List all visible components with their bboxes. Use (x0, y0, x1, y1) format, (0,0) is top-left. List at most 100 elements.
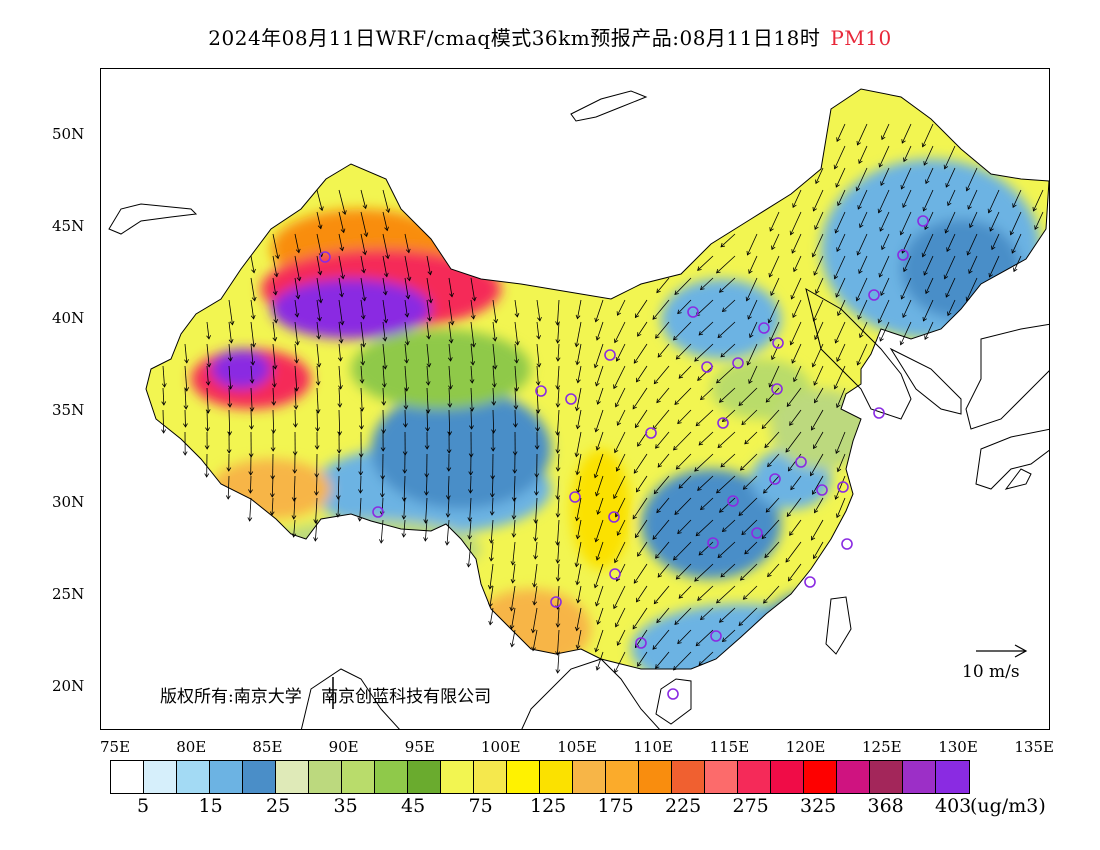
station-marker (701, 361, 713, 373)
wind-arrow (576, 343, 582, 365)
wind-arrow (637, 541, 648, 557)
wind-arrow (632, 497, 648, 520)
wind-arrowhead (594, 427, 599, 433)
wind-arrow (250, 277, 256, 301)
wind-arrowhead (814, 398, 819, 404)
wind-arrowhead (653, 599, 659, 605)
wind-arrow (470, 409, 472, 430)
wind-arrow (761, 519, 780, 539)
wind-arrowhead (533, 555, 538, 560)
wind-arrowhead (657, 573, 663, 578)
wind-arrow (697, 365, 714, 381)
wind-arrowhead (359, 379, 365, 384)
wind-arrow (613, 365, 626, 389)
wind-arrow (404, 255, 410, 281)
wind-arrowhead (698, 331, 704, 336)
wind-arrow (468, 541, 472, 567)
wind-arrowhead (593, 473, 599, 479)
colorbar-swatch (606, 761, 639, 793)
wind-arrow (576, 607, 582, 631)
wind-arrowhead (969, 223, 974, 229)
wind-arrowhead (767, 462, 772, 468)
wind-arrow (426, 299, 431, 321)
wind-arrowhead (337, 403, 343, 408)
wind-arrow (425, 475, 428, 496)
wind-arrowhead (761, 424, 767, 430)
wind-arrow (923, 255, 934, 276)
wind-arrowhead (575, 470, 581, 476)
colorbar-label: 35 (333, 795, 358, 817)
wind-arrowhead (925, 179, 930, 185)
wind-arrow (923, 189, 934, 212)
wind-arrowhead (811, 535, 816, 541)
wind-arrow (790, 321, 802, 345)
wind-arrowhead (813, 444, 818, 450)
wind-arrowhead (721, 527, 727, 533)
wind-arrow (791, 277, 802, 300)
wind-arrow (492, 343, 496, 369)
wind-arrow (879, 255, 890, 278)
wind-arrowhead (401, 497, 407, 502)
wind-arrowhead (856, 140, 861, 146)
wind-arrowhead (406, 276, 412, 282)
wind-arrow (901, 167, 912, 190)
wind-arrow (836, 387, 846, 408)
wind-arrowhead (765, 508, 771, 513)
colorbar-swatch (738, 761, 771, 793)
wind-arrowhead (815, 179, 820, 185)
wind-arrowhead (632, 514, 637, 520)
wind-arrowhead (295, 294, 301, 300)
wind-arrow (470, 387, 473, 411)
wind-arrow (923, 299, 934, 322)
wind-arrowhead (468, 471, 474, 476)
wind-arrowhead (492, 365, 498, 370)
latitude-label: 25N (52, 585, 85, 603)
wind-arrows (161, 123, 1044, 674)
wind-arrowhead (678, 484, 684, 489)
wind-arrow (902, 189, 912, 208)
wind-arrow (770, 277, 780, 296)
wind-arrow (901, 123, 912, 144)
wind-arrow (811, 409, 824, 431)
wind-arrowhead (229, 320, 235, 326)
title-text: 2024年08月11日WRF/cmaq模式36km预报产品:08月11日18时 (208, 26, 821, 50)
wind-arrowhead (746, 360, 751, 366)
wind-arrowhead (487, 584, 493, 590)
wind-arrowhead (924, 225, 929, 230)
wind-arrowhead (249, 407, 255, 412)
wind-arrow (426, 365, 429, 385)
wind-arrow (470, 277, 476, 301)
wind-arrowhead (698, 661, 704, 666)
wind-arrow (577, 409, 582, 429)
wind-arrow (765, 497, 780, 513)
colorbar-swatch (243, 761, 276, 793)
wind-arrowhead (745, 296, 751, 302)
wind-arrowhead (675, 355, 681, 360)
wind-arrow (514, 299, 518, 317)
wind-arrowhead (614, 338, 619, 344)
wind-arrowhead (363, 232, 369, 238)
wind-arrow (447, 475, 450, 499)
wind-arrowhead (488, 557, 494, 562)
copyright-text: 版权所有:南京大学 南京创蓝科技有限公司 (160, 682, 491, 707)
wind-arrow (249, 475, 252, 494)
wind-arrowhead (947, 201, 952, 207)
wind-arrowhead (815, 289, 820, 295)
longitude-label: 95E (404, 738, 435, 756)
wind-arrowhead (764, 443, 769, 449)
colorbar-swatch (705, 761, 738, 793)
wind-arrowhead (360, 314, 366, 320)
wind-arrowhead (837, 311, 842, 317)
wind-arrow (836, 497, 846, 518)
wind-arrow (720, 233, 736, 248)
wind-arrowhead (748, 269, 753, 274)
wind-arrowhead (694, 467, 699, 472)
wind-arrowhead (488, 602, 493, 608)
wind-arrow (595, 409, 604, 432)
wind-arrow (837, 189, 846, 206)
wind-arrowhead (318, 298, 323, 304)
wind-arrow (338, 409, 341, 436)
wind-arrow (536, 409, 539, 432)
colorbar-swatch (408, 761, 441, 793)
wind-arrow (250, 365, 253, 383)
